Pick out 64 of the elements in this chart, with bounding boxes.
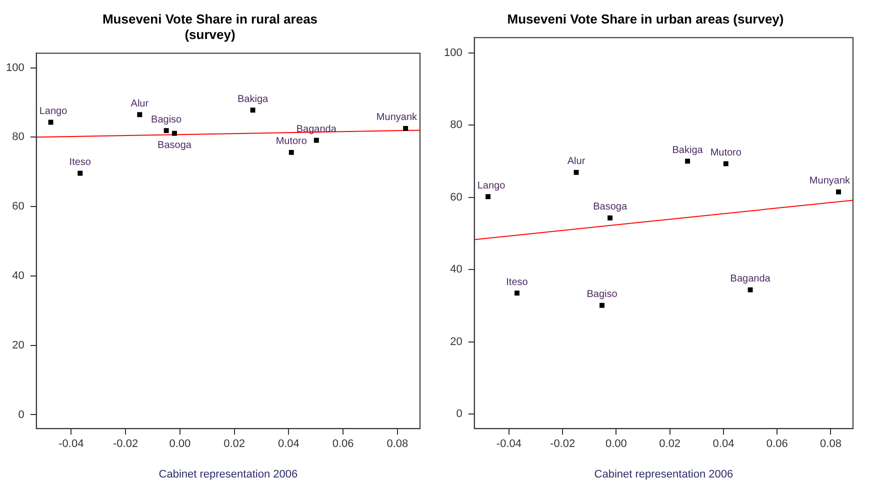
- annotation: Bakiga: [672, 144, 704, 156]
- x-tick-label: 0.00: [169, 438, 191, 450]
- y-tick-label: 100: [6, 62, 24, 74]
- point: [137, 112, 142, 118]
- y-tick-label: 20: [450, 336, 462, 348]
- annotation: Alur: [567, 156, 586, 168]
- annotation: Munyank: [809, 176, 851, 187]
- y-tick-label: 60: [12, 200, 24, 213]
- point: [600, 302, 604, 308]
- y-tick-label: 40: [12, 270, 24, 282]
- y-tick-label: 0: [456, 408, 462, 420]
- y-tick-label: 80: [450, 119, 462, 132]
- x-tick-label: 0.02: [659, 438, 681, 450]
- x-tick-label: 0.00: [606, 438, 627, 450]
- point: [723, 161, 728, 166]
- x-tick-label: -0.02: [112, 438, 138, 450]
- annotation: Munyank: [376, 112, 418, 124]
- x-tick-label: 0.08: [820, 438, 842, 450]
- y-tick-label: 60: [450, 191, 462, 204]
- annotation: Bagiso: [586, 289, 618, 300]
- y-tick-label: 100: [444, 46, 462, 59]
- annotation: Lango: [477, 180, 506, 192]
- point: [403, 126, 408, 131]
- annotation: Iteso: [506, 276, 528, 288]
- y-tick-label: 20: [12, 339, 24, 352]
- point: [608, 215, 613, 220]
- x-tick-label: 0.06: [766, 438, 788, 450]
- x-axis-title: Cabinet representation 2006: [158, 468, 298, 480]
- y-tick-label: 0: [18, 408, 24, 421]
- point: [486, 194, 491, 200]
- point: [748, 287, 753, 292]
- y-tick-label: 40: [450, 264, 462, 276]
- annotation: Mutoro: [276, 136, 308, 148]
- point: [836, 189, 841, 194]
- annotation: Mutoro: [710, 147, 742, 158]
- x-tick-label: 0.02: [224, 438, 246, 450]
- annotation: Lango: [39, 106, 68, 117]
- point: [250, 108, 256, 113]
- point: [164, 128, 169, 134]
- x-tick-label: 0.08: [386, 438, 408, 450]
- chart-title: Museveni Vote Share in rural areas (survey): [102, 11, 318, 42]
- annotation: Alur: [130, 98, 150, 110]
- annotation: Bagiso: [151, 114, 182, 126]
- annotation: Bakiga: [237, 94, 269, 105]
- x-tick-label: -0.02: [550, 438, 576, 450]
- x-tick-label: 0.04: [278, 438, 300, 450]
- point: [685, 158, 690, 164]
- x-axis-title: Cabinet representation 2006: [594, 468, 734, 480]
- chart-title: Museveni Vote Share in urban areas (survey): [507, 11, 784, 26]
- point: [172, 130, 177, 136]
- annotation: Baganda: [730, 274, 771, 285]
- annotation: Basoga: [593, 202, 628, 213]
- y-tick-label: 80: [12, 131, 24, 144]
- x-tick-label: 0.04: [712, 438, 734, 450]
- point: [574, 170, 579, 175]
- x-tick-label: -0.04: [58, 438, 84, 450]
- point: [78, 170, 83, 176]
- annotation: Basoga: [158, 140, 192, 152]
- point: [514, 290, 520, 296]
- point: [314, 138, 319, 143]
- point: [288, 150, 294, 155]
- x-tick-label: 0.06: [332, 438, 354, 450]
- x-tick-label: -0.04: [496, 438, 522, 450]
- annotation: Iteso: [69, 156, 92, 168]
